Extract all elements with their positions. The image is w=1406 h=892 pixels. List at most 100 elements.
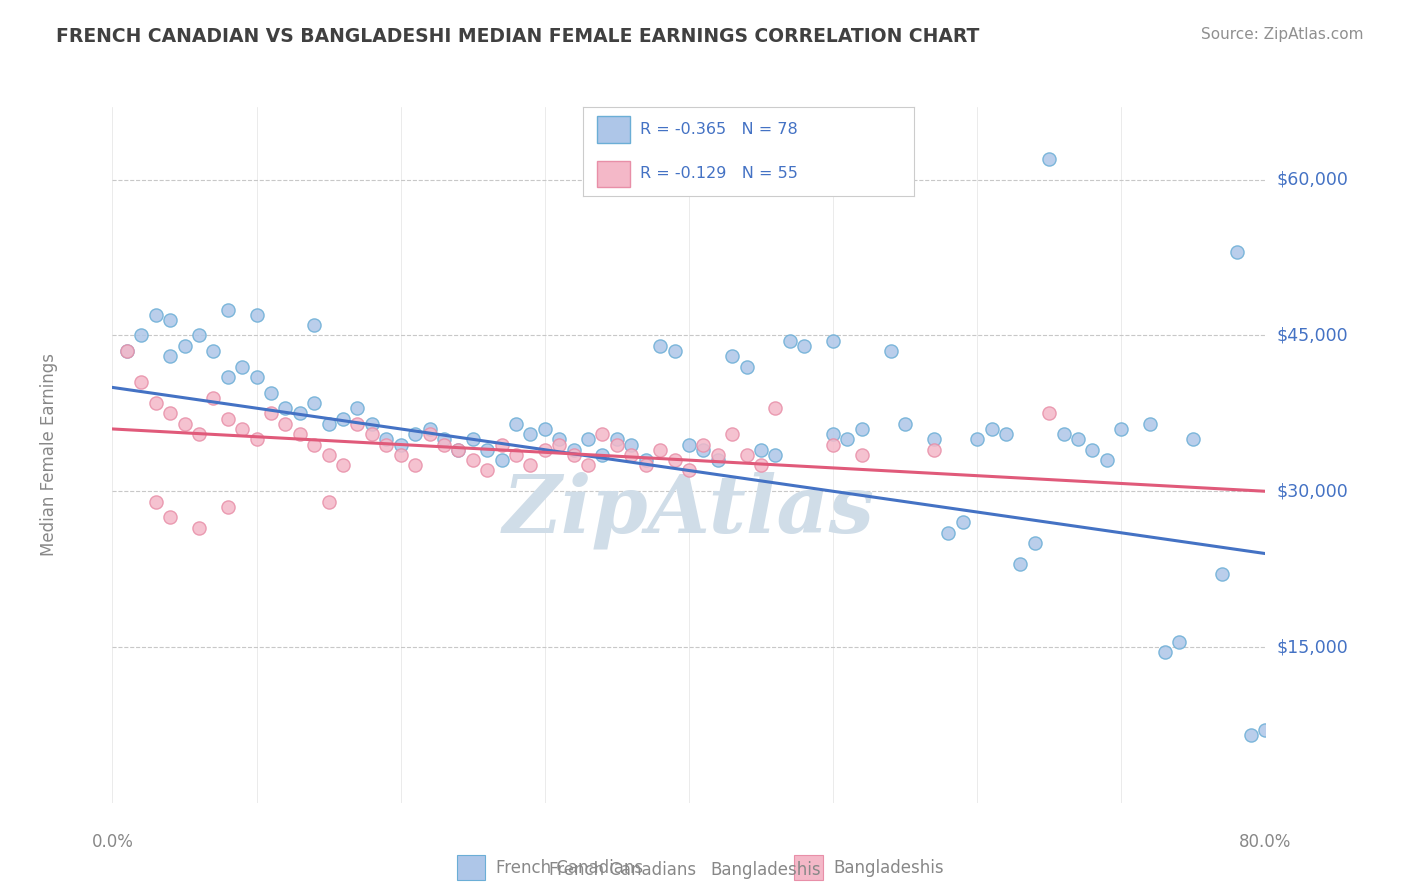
Point <box>217 370 239 384</box>
Point <box>620 448 643 462</box>
Point <box>461 433 484 447</box>
Point <box>375 433 398 447</box>
Bar <box>457 855 485 880</box>
Point <box>1052 427 1074 442</box>
Point <box>821 334 844 348</box>
Point <box>159 313 181 327</box>
Text: Source: ZipAtlas.com: Source: ZipAtlas.com <box>1201 27 1364 42</box>
Point <box>1038 152 1060 166</box>
Point <box>202 391 225 405</box>
Point <box>346 401 368 416</box>
Point <box>231 359 253 374</box>
Point <box>735 448 758 462</box>
Point <box>129 328 153 343</box>
Point <box>115 344 138 359</box>
Point <box>519 427 541 442</box>
Text: R = -0.365   N = 78: R = -0.365 N = 78 <box>640 122 797 136</box>
Point <box>648 442 672 457</box>
Point <box>1153 645 1175 659</box>
Point <box>491 437 513 451</box>
Text: French Canadians: French Canadians <box>496 859 644 877</box>
Text: 0.0%: 0.0% <box>91 833 134 851</box>
Point <box>1111 422 1133 436</box>
Point <box>620 437 643 451</box>
Point <box>548 437 571 451</box>
Point <box>1095 453 1118 467</box>
Point <box>274 401 297 416</box>
Text: $60,000: $60,000 <box>1277 170 1348 189</box>
Point <box>837 433 859 447</box>
Point <box>576 433 599 447</box>
Text: Bangladeshis: Bangladeshis <box>710 861 821 879</box>
Point <box>1038 406 1060 420</box>
Text: $15,000: $15,000 <box>1277 638 1348 656</box>
Point <box>274 417 297 431</box>
Point <box>749 442 772 457</box>
Point <box>821 427 844 442</box>
Point <box>505 417 527 431</box>
Point <box>217 500 239 514</box>
Point <box>606 433 628 447</box>
Point <box>1139 417 1161 431</box>
Point <box>749 458 772 473</box>
Point <box>188 520 211 534</box>
Point <box>145 396 167 410</box>
Point <box>360 427 382 442</box>
Text: $30,000: $30,000 <box>1277 483 1348 500</box>
Text: $45,000: $45,000 <box>1277 326 1348 344</box>
Point <box>231 422 253 436</box>
Point <box>419 427 441 442</box>
Point <box>634 458 657 473</box>
Point <box>765 448 787 462</box>
Text: 80.0%: 80.0% <box>1239 833 1292 851</box>
Point <box>1024 536 1046 550</box>
Point <box>433 433 456 447</box>
Point <box>1226 245 1249 260</box>
Point <box>404 458 426 473</box>
Point <box>966 433 988 447</box>
Point <box>1254 723 1277 738</box>
Point <box>202 344 225 359</box>
Point <box>533 442 555 457</box>
Bar <box>596 116 630 143</box>
Point <box>1067 433 1090 447</box>
Point <box>706 448 728 462</box>
Point <box>360 417 382 431</box>
Point <box>332 411 354 425</box>
Point <box>288 427 311 442</box>
Point <box>346 417 368 431</box>
Point <box>145 494 167 508</box>
Point <box>562 442 585 457</box>
Point <box>922 433 945 447</box>
Point <box>260 406 283 420</box>
Point <box>664 344 686 359</box>
Point <box>678 463 700 477</box>
Point <box>821 437 844 451</box>
Text: FRENCH CANADIAN VS BANGLADESHI MEDIAN FEMALE EARNINGS CORRELATION CHART: FRENCH CANADIAN VS BANGLADESHI MEDIAN FE… <box>56 27 980 45</box>
Point <box>304 396 326 410</box>
Point <box>692 442 714 457</box>
Point <box>634 453 657 467</box>
Point <box>592 448 614 462</box>
Point <box>389 437 412 451</box>
Point <box>461 453 484 467</box>
Point <box>491 453 513 467</box>
Text: Median Female Earnings: Median Female Earnings <box>39 353 58 557</box>
Point <box>245 308 267 322</box>
Point <box>721 349 744 363</box>
Text: French Canadians: French Canadians <box>548 861 696 879</box>
Point <box>851 422 873 436</box>
Point <box>159 510 181 524</box>
Point <box>245 370 267 384</box>
Point <box>318 494 340 508</box>
Point <box>304 318 326 332</box>
Point <box>793 339 815 353</box>
Point <box>419 422 441 436</box>
Point <box>288 406 311 420</box>
Point <box>447 442 470 457</box>
Point <box>173 417 195 431</box>
Point <box>389 448 412 462</box>
Point <box>765 401 787 416</box>
Point <box>692 437 714 451</box>
Point <box>318 448 340 462</box>
